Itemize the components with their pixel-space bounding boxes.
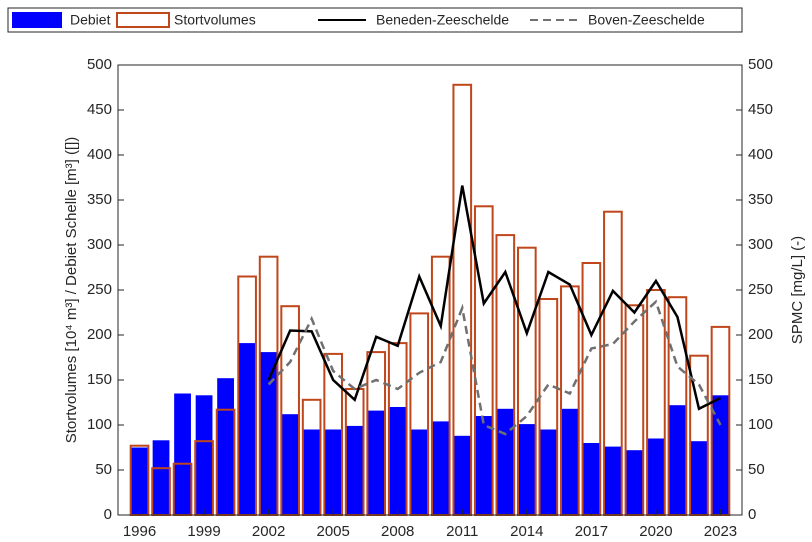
y-tick-label: 200 bbox=[87, 326, 112, 343]
y-tick-label: 150 bbox=[87, 371, 112, 388]
debiet-bar bbox=[582, 443, 600, 515]
debiet-bar bbox=[604, 446, 622, 515]
debiet-bar bbox=[518, 424, 536, 515]
debiet-bar bbox=[690, 441, 708, 515]
x-tick-label: 2020 bbox=[639, 523, 672, 540]
debiet-bar bbox=[475, 416, 493, 515]
y2-tick-label: 300 bbox=[748, 236, 773, 253]
y-tick-label: 300 bbox=[87, 236, 112, 253]
debiet-bar bbox=[346, 425, 364, 515]
x-tick-label: 2005 bbox=[316, 523, 349, 540]
x-tick-label: 2017 bbox=[575, 523, 608, 540]
y-tick-label: 450 bbox=[87, 101, 112, 118]
y-tick-label: 100 bbox=[87, 416, 112, 433]
y2-tick-label: 50 bbox=[748, 461, 765, 478]
debiet-bar bbox=[712, 395, 729, 515]
y-tick-label: 0 bbox=[104, 506, 112, 523]
y2-tick-label: 200 bbox=[748, 326, 773, 343]
debiet-bar bbox=[626, 450, 643, 515]
debiet-bar bbox=[152, 440, 170, 515]
x-tick-label: 2008 bbox=[381, 523, 414, 540]
legend: Debiet Stortvolumes Beneden-Zeeschelde Bove… bbox=[12, 12, 705, 28]
legend-label: Beneden-Zeeschelde bbox=[376, 12, 509, 28]
debiet-bar bbox=[238, 343, 256, 515]
x-tick-label: 1999 bbox=[187, 523, 220, 540]
y2-axis-label: SPMC [mg/L] (-) bbox=[789, 236, 806, 344]
legend-swatch bbox=[116, 12, 170, 28]
y2-tick-label: 150 bbox=[748, 371, 773, 388]
y-axis-label: Stortvolumes [10⁴ m³] / Debiet Schelle [… bbox=[63, 137, 80, 444]
debiet-bar bbox=[669, 405, 686, 515]
debiet-bar bbox=[195, 395, 213, 515]
legend-swatch bbox=[12, 12, 62, 28]
debiet-bar bbox=[367, 410, 385, 515]
debiet-bar bbox=[647, 438, 665, 515]
debiet-bar bbox=[539, 429, 557, 515]
y-tick-label: 50 bbox=[95, 461, 112, 478]
y2-tick-label: 500 bbox=[748, 56, 773, 73]
legend-label: Boven-Zeeschelde bbox=[588, 12, 705, 28]
debiet-bar bbox=[324, 429, 342, 515]
y2-tick-label: 100 bbox=[748, 416, 773, 433]
debiet-bar bbox=[496, 408, 514, 515]
debiet-bar bbox=[174, 393, 191, 515]
debiet-bar bbox=[410, 429, 428, 515]
x-tick-label: 2023 bbox=[704, 523, 737, 540]
y2-tick-label: 400 bbox=[748, 146, 773, 163]
legend-label: Debiet bbox=[70, 12, 111, 28]
y-tick-label: 250 bbox=[87, 281, 112, 298]
y-tick-label: 400 bbox=[87, 146, 112, 163]
x-tick-label: 2011 bbox=[446, 523, 478, 540]
debiet-bar bbox=[432, 421, 450, 515]
y2-tick-label: 250 bbox=[748, 281, 773, 298]
debiet-bar bbox=[260, 352, 278, 515]
debiet-bar bbox=[303, 429, 321, 515]
spmc-line bbox=[267, 299, 722, 436]
spmc-line bbox=[267, 185, 722, 411]
legend-label: Stortvolumes bbox=[174, 12, 256, 28]
debiet-bar bbox=[561, 408, 579, 515]
x-tick-label: 2002 bbox=[252, 523, 285, 540]
x-tick-label: 2014 bbox=[510, 523, 543, 540]
y2-tick-label: 0 bbox=[748, 506, 756, 523]
y2-tick-label: 350 bbox=[748, 191, 773, 208]
debiet-bar bbox=[453, 435, 471, 515]
debiet-bar bbox=[131, 447, 148, 515]
y-tick-label: 500 bbox=[87, 56, 112, 73]
y-tick-label: 350 bbox=[87, 191, 112, 208]
y2-tick-label: 450 bbox=[748, 101, 773, 118]
x-tick-label: 1996 bbox=[123, 523, 156, 540]
debiet-bar bbox=[217, 378, 234, 515]
debiet-bar bbox=[281, 414, 299, 515]
debiet-bar bbox=[389, 407, 407, 515]
